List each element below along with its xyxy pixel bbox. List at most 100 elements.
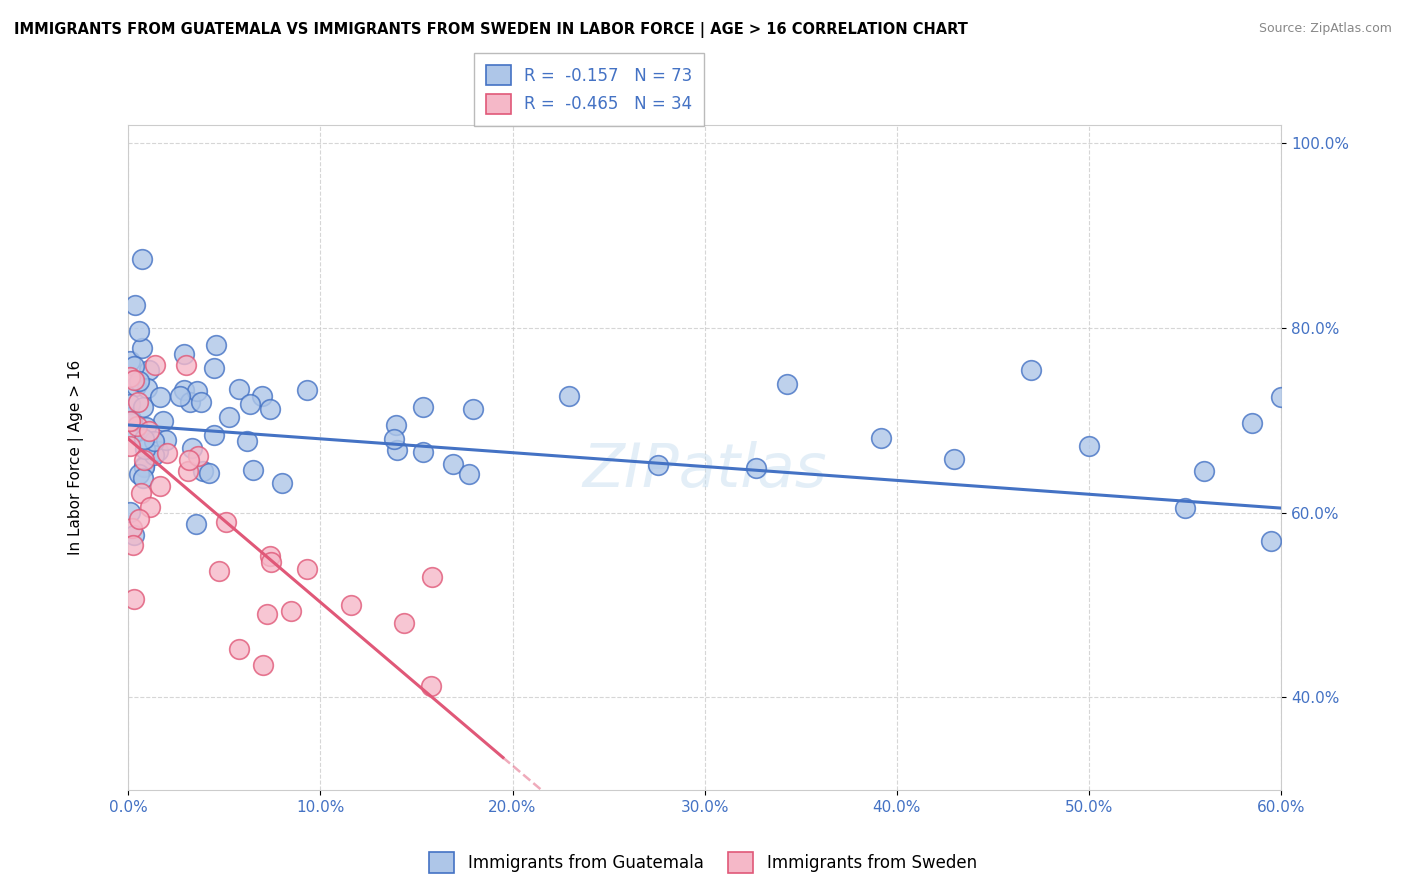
Point <box>120 414 142 428</box>
Point <box>152 414 174 428</box>
Point <box>1194 464 1216 478</box>
Point <box>215 515 238 529</box>
Point <box>127 419 149 434</box>
Point <box>146 443 169 458</box>
Point <box>120 354 142 368</box>
Point <box>169 389 191 403</box>
Point <box>558 389 581 403</box>
Point <box>122 359 145 374</box>
Point <box>1260 534 1282 549</box>
Point <box>173 383 195 397</box>
Point <box>1021 363 1043 377</box>
Text: ZIPatlas: ZIPatlas <box>582 442 827 500</box>
Point <box>218 409 240 424</box>
Point <box>120 410 142 425</box>
Point <box>138 424 160 438</box>
Point <box>870 431 893 445</box>
Point <box>179 395 201 409</box>
Point <box>176 464 198 478</box>
Point <box>128 467 150 482</box>
Point <box>239 397 262 411</box>
Point <box>205 338 228 352</box>
Point <box>122 538 145 552</box>
Point <box>120 397 142 411</box>
Point <box>122 373 145 387</box>
Point <box>776 376 799 391</box>
Point <box>745 460 768 475</box>
Point <box>173 347 195 361</box>
Point <box>271 475 294 490</box>
Point <box>187 449 209 463</box>
Point <box>131 252 153 266</box>
Point <box>202 360 225 375</box>
Point <box>236 434 259 449</box>
Point <box>197 466 219 480</box>
Point <box>128 324 150 338</box>
Point <box>156 446 179 460</box>
Point <box>129 486 152 500</box>
Point <box>385 442 408 457</box>
Point <box>138 363 160 377</box>
Point <box>124 591 146 606</box>
Point <box>252 658 274 673</box>
Point <box>177 452 200 467</box>
Point <box>228 382 250 396</box>
Point <box>412 444 434 458</box>
Point <box>1241 416 1264 430</box>
Point <box>1078 439 1101 453</box>
Point <box>120 505 142 519</box>
Point <box>135 420 157 434</box>
Point <box>190 394 212 409</box>
Point <box>149 479 172 493</box>
Legend: Immigrants from Guatemala, Immigrants from Sweden: Immigrants from Guatemala, Immigrants fr… <box>422 846 984 880</box>
Point <box>134 459 156 474</box>
Point <box>280 604 302 618</box>
Point <box>295 561 318 575</box>
Point <box>127 395 149 409</box>
Point <box>259 549 281 564</box>
Point <box>1174 501 1197 516</box>
Point <box>412 400 434 414</box>
Point <box>295 383 318 397</box>
Point <box>420 569 443 583</box>
Point <box>339 598 361 612</box>
Point <box>260 555 283 569</box>
Point <box>120 370 142 384</box>
Point <box>122 528 145 542</box>
Point <box>155 433 177 447</box>
Point <box>145 358 167 372</box>
Point <box>121 414 143 428</box>
Point <box>139 500 162 514</box>
Point <box>419 680 441 694</box>
Point <box>186 517 208 532</box>
Legend: R =  -0.157   N = 73, R =  -0.465   N = 34: R = -0.157 N = 73, R = -0.465 N = 34 <box>474 54 704 126</box>
Point <box>180 441 202 455</box>
Point <box>124 425 146 440</box>
Point <box>256 607 278 621</box>
Point <box>128 374 150 388</box>
Point <box>142 434 165 448</box>
Point <box>125 378 148 392</box>
Point <box>128 512 150 526</box>
Point <box>228 641 250 656</box>
Point <box>149 390 172 404</box>
Point <box>193 464 215 478</box>
Point <box>1270 391 1292 405</box>
Point <box>134 460 156 475</box>
Point <box>174 358 197 372</box>
Point <box>132 400 155 414</box>
Point <box>242 463 264 477</box>
Point <box>186 384 208 399</box>
Point <box>250 389 273 403</box>
Point <box>120 439 142 453</box>
Point <box>131 341 153 355</box>
Point <box>458 467 481 481</box>
Point <box>124 298 146 312</box>
Point <box>461 402 484 417</box>
Point <box>132 453 155 467</box>
Point <box>441 457 464 471</box>
Point <box>204 427 226 442</box>
Point <box>121 521 143 535</box>
Point <box>382 432 405 446</box>
Text: In Labor Force | Age > 16: In Labor Force | Age > 16 <box>69 359 84 555</box>
